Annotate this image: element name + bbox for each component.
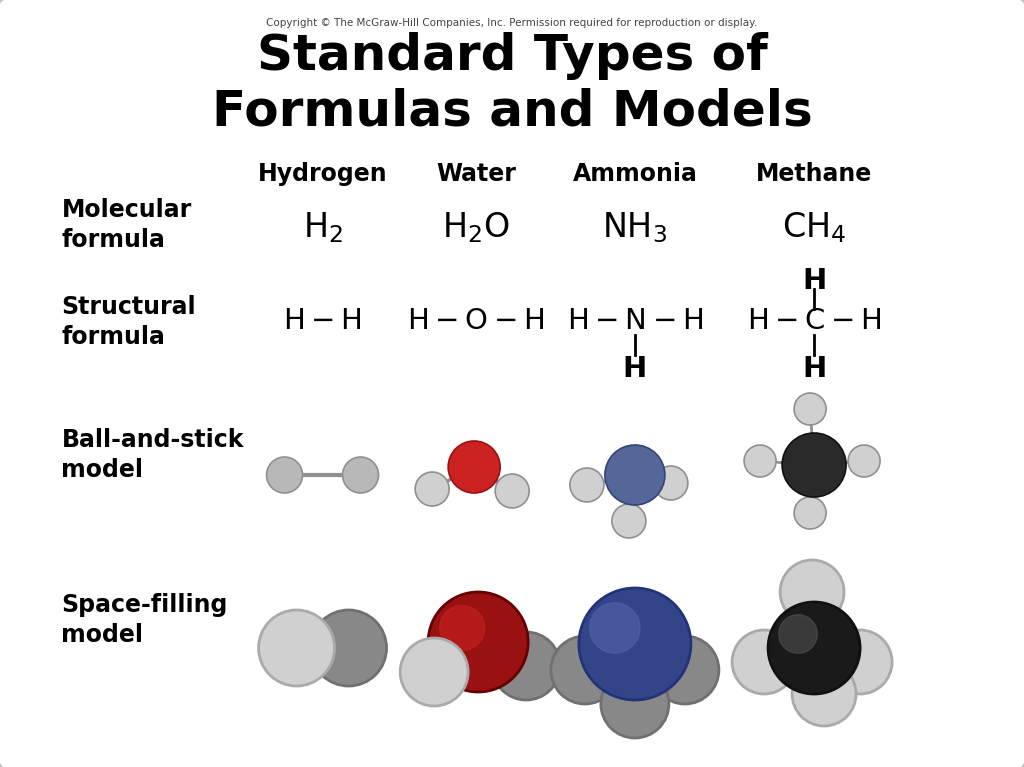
Circle shape bbox=[651, 636, 719, 704]
Circle shape bbox=[780, 560, 844, 624]
Text: $\mathsf{H-N-H}$: $\mathsf{H-N-H}$ bbox=[567, 307, 702, 335]
Text: Ammonia: Ammonia bbox=[572, 162, 697, 186]
Text: $\mathsf{H_2}$: $\mathsf{H_2}$ bbox=[302, 210, 343, 245]
Text: $\mathsf{H-O-H}$: $\mathsf{H-O-H}$ bbox=[408, 307, 545, 335]
Circle shape bbox=[570, 468, 604, 502]
Circle shape bbox=[779, 614, 817, 653]
Text: H: H bbox=[802, 267, 826, 295]
Circle shape bbox=[601, 670, 669, 738]
Text: Molecular
formula: Molecular formula bbox=[61, 198, 191, 252]
Circle shape bbox=[428, 592, 528, 692]
Circle shape bbox=[415, 472, 450, 506]
Circle shape bbox=[439, 605, 484, 650]
Circle shape bbox=[493, 632, 560, 700]
Circle shape bbox=[258, 610, 335, 686]
Circle shape bbox=[551, 636, 618, 704]
Circle shape bbox=[782, 433, 846, 497]
Circle shape bbox=[400, 638, 468, 706]
Text: Methane: Methane bbox=[756, 162, 872, 186]
Circle shape bbox=[768, 602, 860, 694]
Circle shape bbox=[612, 504, 646, 538]
Circle shape bbox=[793, 662, 856, 726]
Text: Standard Types of: Standard Types of bbox=[257, 32, 767, 80]
Circle shape bbox=[732, 630, 796, 694]
Text: Copyright © The McGraw-Hill Companies, Inc. Permission required for reproduction: Copyright © The McGraw-Hill Companies, I… bbox=[266, 18, 758, 28]
Text: $\mathsf{H-H}$: $\mathsf{H-H}$ bbox=[284, 307, 361, 335]
Text: Hydrogen: Hydrogen bbox=[258, 162, 387, 186]
Text: $\mathsf{CH_4}$: $\mathsf{CH_4}$ bbox=[782, 210, 846, 245]
Circle shape bbox=[266, 457, 302, 493]
Text: Structural
formula: Structural formula bbox=[61, 295, 196, 349]
Circle shape bbox=[848, 445, 880, 477]
Text: $\mathsf{NH_3}$: $\mathsf{NH_3}$ bbox=[602, 210, 668, 245]
Text: Ball-and-stick
model: Ball-and-stick model bbox=[61, 428, 244, 482]
Circle shape bbox=[794, 393, 826, 425]
Text: $\mathsf{H_2O}$: $\mathsf{H_2O}$ bbox=[442, 210, 510, 245]
Circle shape bbox=[449, 441, 500, 493]
Text: Formulas and Models: Formulas and Models bbox=[212, 88, 812, 136]
Circle shape bbox=[794, 497, 826, 529]
Circle shape bbox=[828, 630, 892, 694]
Circle shape bbox=[343, 457, 379, 493]
Text: H: H bbox=[802, 355, 826, 383]
Text: $\mathsf{H-C-H}$: $\mathsf{H-C-H}$ bbox=[746, 307, 882, 335]
Circle shape bbox=[579, 588, 691, 700]
Circle shape bbox=[590, 603, 640, 653]
Text: Water: Water bbox=[436, 162, 516, 186]
Circle shape bbox=[744, 445, 776, 477]
Text: Space-filling
model: Space-filling model bbox=[61, 593, 227, 647]
Circle shape bbox=[605, 445, 665, 505]
Text: H: H bbox=[623, 355, 647, 383]
Circle shape bbox=[310, 610, 387, 686]
Circle shape bbox=[654, 466, 688, 500]
Circle shape bbox=[496, 474, 529, 508]
